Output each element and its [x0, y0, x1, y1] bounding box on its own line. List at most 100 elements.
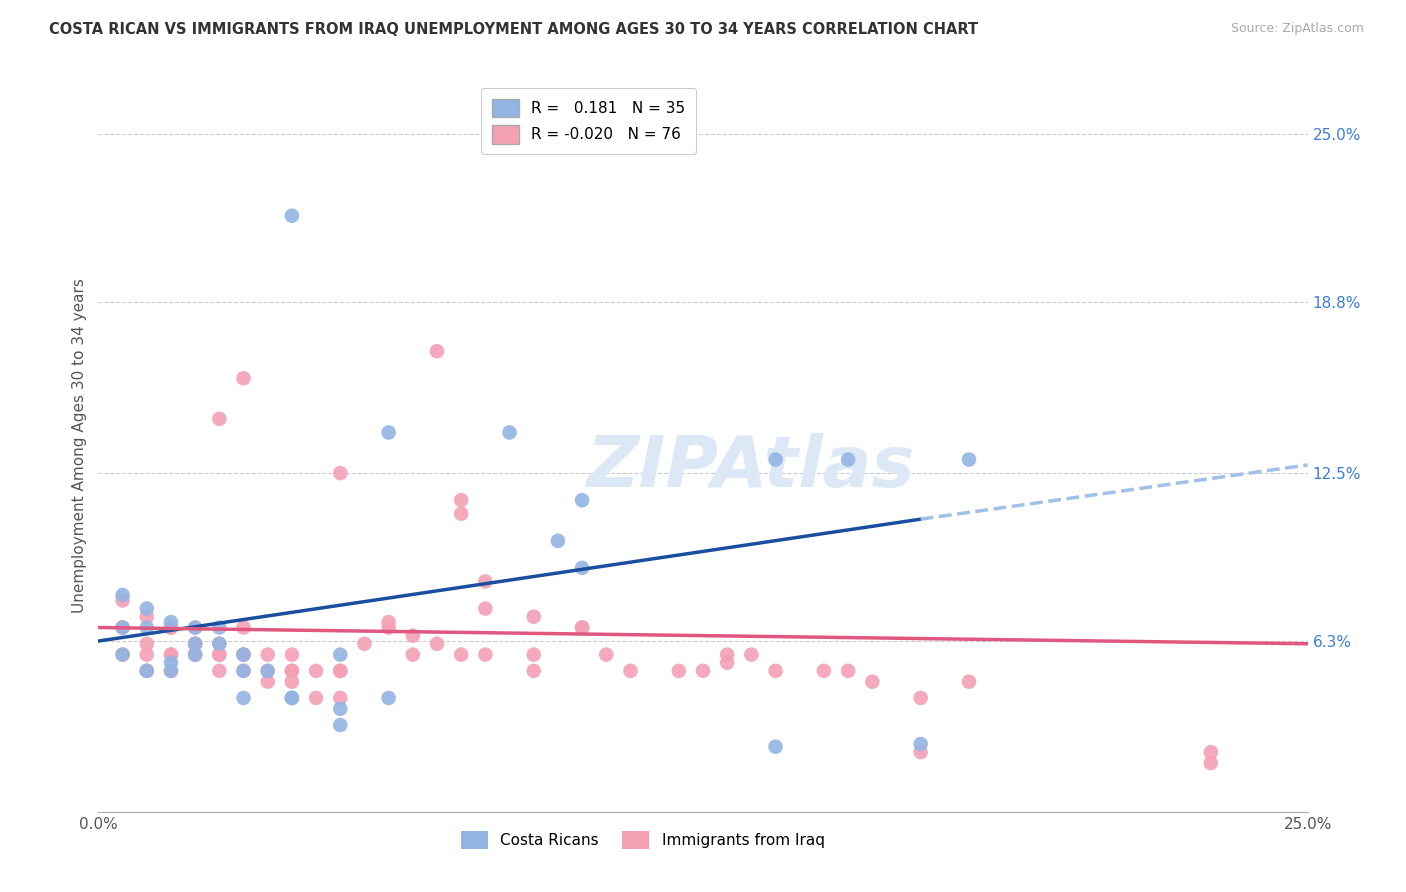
Point [135, 648, 157, 662]
Point [256, 664, 278, 678]
Point [256, 664, 278, 678]
Point [450, 493, 472, 508]
Point [184, 637, 207, 651]
Point [329, 664, 352, 678]
Point [1199, 756, 1222, 770]
Point [281, 648, 304, 662]
Point [160, 648, 183, 662]
Point [111, 620, 134, 634]
Point [523, 609, 546, 624]
Point [232, 648, 254, 662]
Point [523, 664, 546, 678]
Point [184, 620, 207, 634]
Point [256, 674, 278, 689]
Point [426, 344, 449, 359]
Point [135, 601, 157, 615]
Point [377, 620, 399, 634]
Point [208, 648, 231, 662]
Point [402, 648, 425, 662]
Point [184, 648, 207, 662]
Point [1199, 745, 1222, 759]
Point [160, 620, 183, 634]
Point [160, 615, 183, 629]
Point [450, 507, 472, 521]
Point [571, 561, 593, 575]
Point [184, 637, 207, 651]
Point [208, 664, 231, 678]
Point [208, 620, 231, 634]
Point [305, 690, 328, 705]
Point [135, 664, 157, 678]
Point [160, 656, 183, 670]
Point [353, 637, 375, 651]
Point [111, 620, 134, 634]
Point [160, 620, 183, 634]
Point [135, 637, 157, 651]
Point [232, 371, 254, 385]
Point [281, 209, 304, 223]
Point [111, 620, 134, 634]
Point [184, 648, 207, 662]
Point [111, 648, 134, 662]
Point [305, 664, 328, 678]
Point [281, 690, 304, 705]
Point [813, 664, 835, 678]
Point [329, 648, 352, 662]
Point [474, 648, 496, 662]
Point [281, 690, 304, 705]
Point [329, 718, 352, 732]
Point [208, 412, 231, 426]
Point [135, 609, 157, 624]
Point [135, 664, 157, 678]
Point [160, 664, 183, 678]
Point [402, 629, 425, 643]
Text: COSTA RICAN VS IMMIGRANTS FROM IRAQ UNEMPLOYMENT AMONG AGES 30 TO 34 YEARS CORRE: COSTA RICAN VS IMMIGRANTS FROM IRAQ UNEM… [49, 22, 979, 37]
Point [232, 648, 254, 662]
Point [571, 620, 593, 634]
Point [474, 574, 496, 589]
Point [208, 648, 231, 662]
Point [957, 452, 980, 467]
Point [377, 690, 399, 705]
Point [281, 664, 304, 678]
Point [160, 648, 183, 662]
Point [329, 690, 352, 705]
Point [740, 648, 762, 662]
Point [837, 452, 859, 467]
Point [523, 648, 546, 662]
Point [910, 690, 932, 705]
Point [160, 664, 183, 678]
Point [571, 620, 593, 634]
Point [377, 615, 399, 629]
Point [498, 425, 520, 440]
Point [135, 620, 157, 634]
Point [184, 637, 207, 651]
Point [426, 637, 449, 651]
Point [910, 745, 932, 759]
Point [232, 620, 254, 634]
Point [232, 664, 254, 678]
Point [668, 664, 690, 678]
Text: Source: ZipAtlas.com: Source: ZipAtlas.com [1230, 22, 1364, 36]
Y-axis label: Unemployment Among Ages 30 to 34 years: Unemployment Among Ages 30 to 34 years [72, 278, 87, 614]
Point [232, 664, 254, 678]
Point [957, 674, 980, 689]
Point [256, 648, 278, 662]
Point [765, 664, 787, 678]
Point [111, 588, 134, 602]
Point [184, 620, 207, 634]
Point [860, 674, 883, 689]
Point [765, 739, 787, 754]
Point [111, 593, 134, 607]
Point [184, 648, 207, 662]
Point [571, 493, 593, 508]
Point [111, 648, 134, 662]
Point [837, 664, 859, 678]
Text: ZIPAtlas: ZIPAtlas [588, 434, 915, 502]
Point [232, 690, 254, 705]
Point [450, 648, 472, 662]
Point [208, 637, 231, 651]
Point [377, 425, 399, 440]
Point [281, 664, 304, 678]
Point [595, 648, 617, 662]
